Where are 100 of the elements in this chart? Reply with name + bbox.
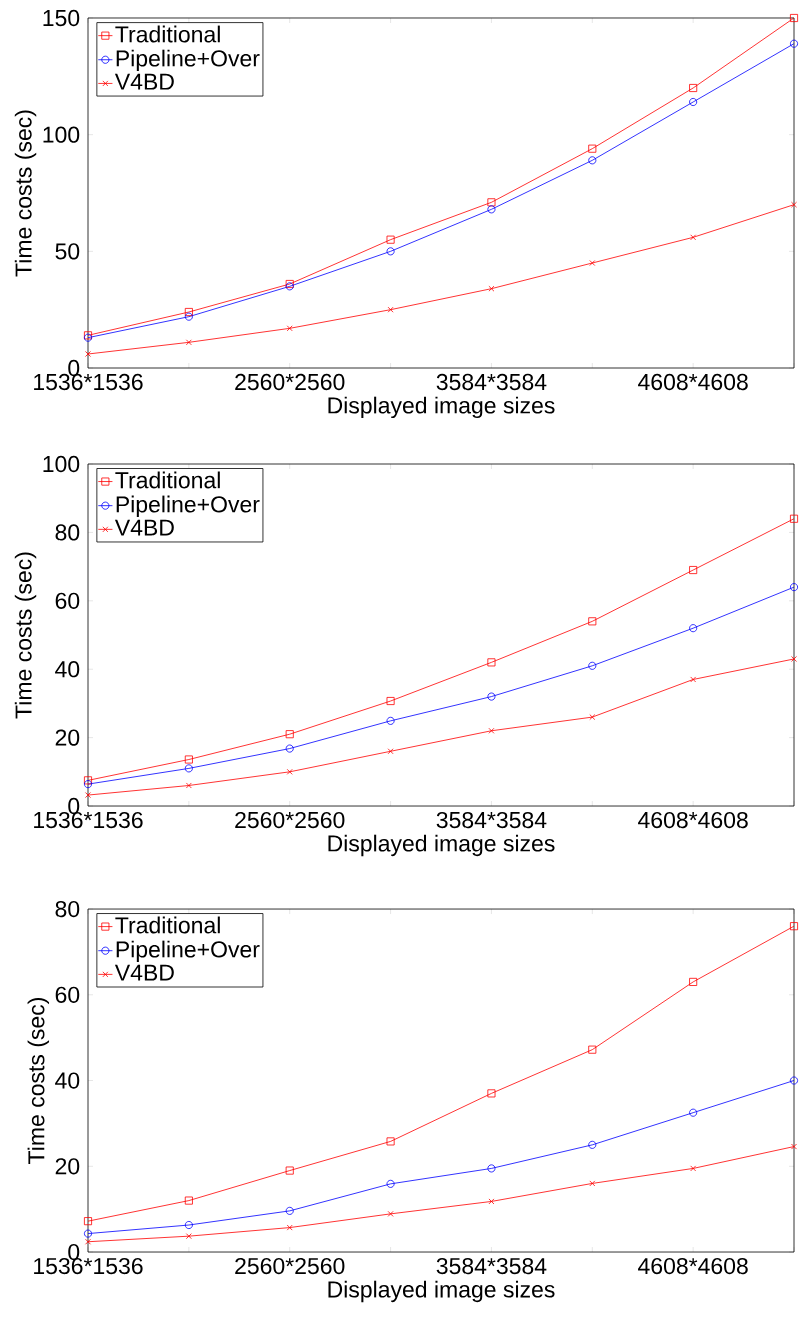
x-tick-label: 2560*2560	[235, 1257, 345, 1275]
point	[689, 84, 698, 92]
point	[386, 1137, 395, 1146]
x-axis-title: Displayed image sizes	[328, 396, 555, 419]
point	[790, 514, 799, 523]
point	[689, 977, 698, 986]
point	[387, 306, 394, 313]
y-tick-label: 50	[55, 243, 80, 260]
y-tick-label: 40	[55, 1072, 80, 1089]
point	[184, 755, 193, 764]
y-axis-title: Time costs (sec)	[27, 998, 50, 1164]
x-tick-label: 2560*2560	[235, 811, 345, 829]
point	[790, 39, 799, 48]
point	[185, 339, 192, 346]
point	[487, 1164, 496, 1173]
point	[387, 1210, 394, 1217]
x-tick-label: 4608*4608	[638, 373, 748, 391]
point	[185, 782, 192, 789]
x-tick-label: 3584*3584	[436, 1257, 547, 1275]
point	[386, 1179, 395, 1188]
point	[386, 697, 395, 706]
legend-label: Traditional	[115, 471, 220, 489]
y-tick-label: 80	[55, 524, 80, 541]
legend-label: Pipeline+Over	[116, 495, 260, 518]
point	[588, 144, 597, 153]
legend-label: V4BD	[114, 73, 174, 90]
point	[690, 676, 697, 683]
point	[84, 780, 92, 789]
point	[791, 656, 797, 662]
point	[184, 764, 193, 773]
point	[689, 624, 698, 633]
y-tick-label: 20	[55, 729, 80, 746]
point	[487, 658, 496, 667]
point	[387, 748, 394, 755]
point	[184, 1221, 193, 1230]
point	[790, 1076, 799, 1085]
point	[689, 566, 698, 575]
point	[286, 1224, 293, 1231]
point	[488, 1198, 495, 1205]
y-axis-title: Time costs (sec)	[14, 552, 37, 719]
y-tick-label: 40	[55, 661, 80, 678]
x-tick-label: 2560*2560	[235, 373, 345, 391]
point	[689, 1108, 698, 1117]
legend-label: V4BD	[114, 519, 174, 536]
point	[285, 744, 294, 753]
point	[588, 156, 597, 165]
point	[790, 583, 799, 592]
point	[790, 14, 799, 22]
point	[285, 1206, 294, 1215]
legend-label: V4BD	[114, 964, 174, 981]
y-tick-label: 60	[55, 986, 80, 1003]
point	[690, 1165, 697, 1172]
point	[690, 234, 697, 241]
point	[285, 1166, 294, 1175]
y-tick-label: 100	[43, 126, 80, 143]
point	[588, 661, 597, 670]
point	[589, 714, 596, 721]
point	[588, 1045, 597, 1054]
legend-label: Traditional	[115, 916, 220, 934]
point	[84, 1217, 92, 1226]
y-axis-title: Time costs (sec)	[14, 110, 37, 277]
point	[589, 1180, 596, 1187]
point	[386, 235, 395, 244]
point	[84, 1229, 92, 1238]
point	[488, 285, 495, 292]
point	[588, 1140, 597, 1149]
legend-label: Traditional	[115, 25, 220, 43]
point	[85, 1238, 91, 1245]
point	[791, 1143, 797, 1150]
x-tick-label: 4608*4608	[638, 811, 748, 829]
point	[285, 730, 294, 739]
x-axis-title: Displayed image sizes	[328, 834, 555, 857]
point	[790, 922, 799, 931]
point	[85, 792, 91, 799]
point	[386, 247, 395, 256]
point	[184, 312, 193, 321]
point	[184, 1196, 193, 1205]
x-tick-label: 4608*4608	[638, 1257, 748, 1275]
legend-label: Pipeline+Over	[116, 49, 260, 72]
x-tick-label: 3584*3584	[436, 373, 547, 391]
point	[589, 260, 596, 266]
point	[488, 727, 495, 734]
y-tick-label: 20	[55, 1158, 80, 1175]
point	[185, 1233, 192, 1240]
point	[487, 205, 496, 214]
point	[487, 692, 496, 701]
point	[791, 201, 797, 208]
y-tick-label: 60	[55, 592, 80, 609]
point	[588, 617, 597, 626]
y-tick-label: 150	[43, 9, 80, 27]
x-axis-title: Displayed image sizes	[328, 1280, 555, 1303]
point	[386, 716, 395, 725]
point	[487, 198, 496, 207]
point	[84, 776, 92, 785]
point	[487, 1089, 496, 1098]
point	[286, 768, 293, 775]
y-tick-label: 80	[55, 900, 80, 918]
point	[286, 325, 293, 332]
point	[184, 308, 193, 317]
y-tick-label: 100	[43, 455, 80, 473]
